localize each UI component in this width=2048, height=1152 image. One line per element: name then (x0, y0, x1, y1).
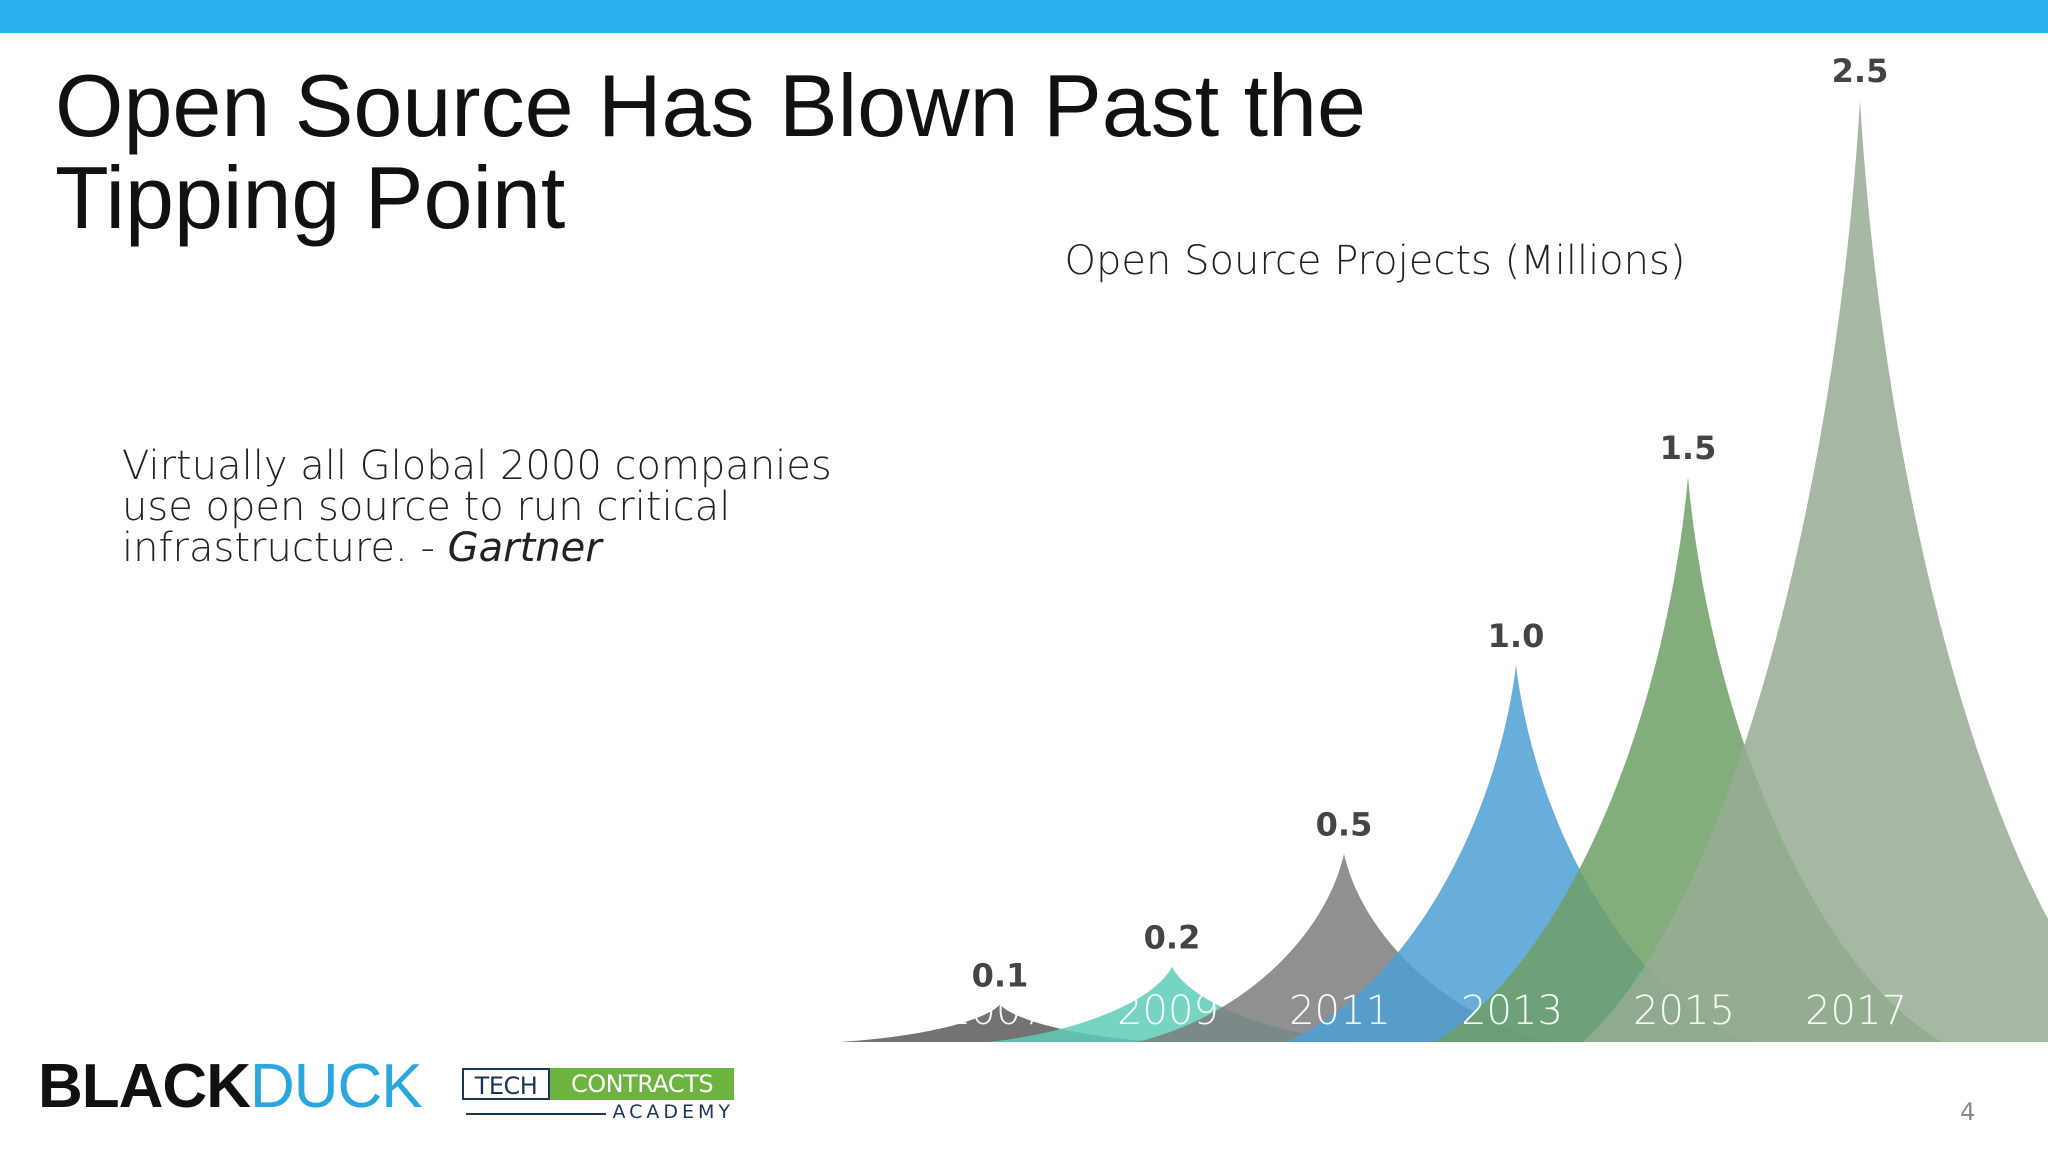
year-label-2011: 2011 (1289, 988, 1391, 1034)
gartner-quote: Virtually all Global 2000 companies use … (122, 446, 842, 569)
year-label-2009: 2009 (1117, 988, 1219, 1034)
year-label-2007: 2007 (945, 988, 1047, 1034)
spike-2011 (1137, 853, 1551, 1042)
value-label-2017: 2.5 (1832, 52, 1889, 90)
spike-2015 (1434, 476, 1942, 1042)
spike-2013 (1285, 665, 1747, 1042)
chart-title: Open Source Projects (Millions) (1065, 238, 1686, 284)
slide-number: 4 (1960, 1098, 1976, 1126)
spike-2007 (840, 1004, 1160, 1042)
tech-contracts-academy-logo: TECH CONTRACTS ACADEMY (462, 1068, 734, 1126)
value-label-2013: 1.0 (1488, 617, 1545, 655)
slide-title: Open Source Has Blown Past the Tipping P… (55, 56, 1366, 247)
blackduck-logo: BLACKDUCK (38, 1052, 423, 1122)
tca-logo-tech: TECH (462, 1068, 550, 1100)
spike-2009 (988, 966, 1356, 1042)
tca-logo-contracts: CONTRACTS (550, 1068, 734, 1100)
quote-text: Virtually all Global 2000 companies use … (122, 443, 832, 571)
value-label-2009: 0.2 (1144, 919, 1201, 957)
tca-logo-underline (466, 1113, 606, 1115)
year-label-2015: 2015 (1633, 988, 1735, 1034)
value-label-2011: 0.5 (1316, 806, 1373, 844)
year-label-2017: 2017 (1805, 988, 1907, 1034)
year-label-2013: 2013 (1461, 988, 1563, 1034)
spikes-layer (840, 100, 2048, 1042)
quote-source: Gartner (447, 525, 602, 571)
blackduck-logo-duck: DUCK (249, 1052, 423, 1121)
blackduck-logo-black: BLACK (38, 1052, 251, 1121)
value-label-2015: 1.5 (1660, 429, 1717, 467)
value-labels-layer: 0.1 0.2 0.5 1.0 1.5 2.5 (972, 52, 1889, 994)
value-label-2007: 0.1 (972, 956, 1029, 994)
year-labels-layer: 2007 2009 2011 2013 2015 2017 (945, 988, 1907, 1034)
spike-2017 (1583, 100, 2048, 1042)
tca-logo-academy: ACADEMY (612, 1101, 734, 1123)
top-accent-bar (0, 0, 2048, 33)
